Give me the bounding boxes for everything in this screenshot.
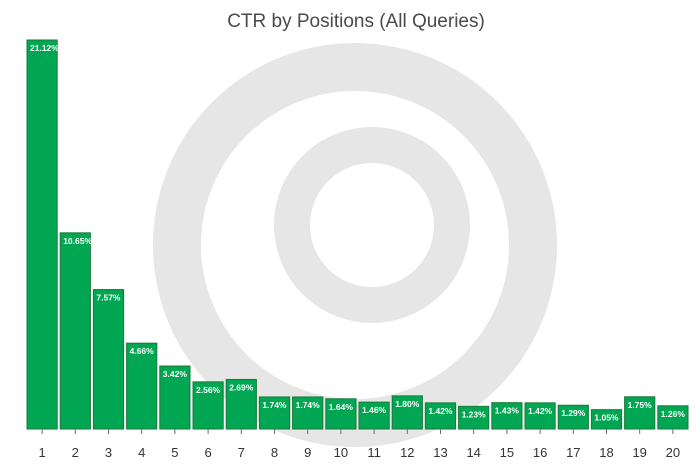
bar-data-labels: 21.12% 10.65% 7.57% 4.66% 3.42% 2.56% 2.69% 1.7… xyxy=(30,43,685,423)
x-tick-label-19: 19 xyxy=(632,445,646,460)
bar-5 xyxy=(159,365,191,430)
x-tick-label-8: 8 xyxy=(271,445,278,460)
x-tick-label-5: 5 xyxy=(171,445,178,460)
bar-label-6: 2.56% xyxy=(196,385,221,395)
watermark-outer-ring xyxy=(153,43,557,447)
bar-label-9: 1.74% xyxy=(296,400,321,410)
x-tick-label-14: 14 xyxy=(466,445,480,460)
bar-label-1: 21.12% xyxy=(30,43,59,53)
watermark-logo xyxy=(153,43,557,447)
bar-label-5: 3.42% xyxy=(163,369,188,379)
bar-label-20: 1.26% xyxy=(661,409,686,419)
bar-label-16: 1.42% xyxy=(528,406,553,416)
bar-13 xyxy=(424,402,457,430)
bar-series xyxy=(26,39,689,430)
bar-label-19: 1.75% xyxy=(628,400,653,410)
bar-19 xyxy=(624,396,656,430)
bar-3 xyxy=(92,289,125,430)
x-tick-label-10: 10 xyxy=(334,445,348,460)
bar-label-17: 1.29% xyxy=(561,408,586,418)
x-tick-label-2: 2 xyxy=(72,445,79,460)
x-tick-label-6: 6 xyxy=(204,445,211,460)
x-tick-label-18: 18 xyxy=(599,445,613,460)
x-axis-ticks xyxy=(41,429,674,434)
x-tick-label-13: 13 xyxy=(433,445,447,460)
bar-2 xyxy=(59,232,91,430)
x-tick-label-9: 9 xyxy=(304,445,311,460)
bar-label-12: 1.80% xyxy=(395,399,420,409)
bar-label-11: 1.46% xyxy=(362,405,387,415)
bar-16 xyxy=(524,402,556,430)
x-tick-label-20: 20 xyxy=(666,445,680,460)
x-tick-label-17: 17 xyxy=(566,445,580,460)
bar-1 xyxy=(26,39,58,430)
bar-label-10: 1.64% xyxy=(329,402,354,412)
x-tick-label-3: 3 xyxy=(105,445,112,460)
bar-label-7: 2.69% xyxy=(229,382,254,392)
bar-label-3: 7.57% xyxy=(96,293,121,303)
bar-9 xyxy=(292,396,324,430)
bar-4 xyxy=(126,342,158,430)
watermark-inner-ring xyxy=(274,127,470,323)
bar-11 xyxy=(358,401,390,430)
x-tick-label-11: 11 xyxy=(367,445,381,460)
bar-7 xyxy=(225,378,257,430)
bar-label-18: 1.05% xyxy=(594,413,619,423)
x-axis-labels: 1 2 3 4 5 6 7 8 9 10 11 12 13 14 15 16 17 18 19 20 xyxy=(38,445,680,460)
chart-title: CTR by Positions (All Queries) xyxy=(227,11,485,32)
x-tick-label-12: 12 xyxy=(400,445,414,460)
bar-label-14: 1.23% xyxy=(462,409,487,419)
x-tick-label-7: 7 xyxy=(238,445,245,460)
bar-label-13: 1.42% xyxy=(428,406,453,416)
x-tick-label-4: 4 xyxy=(138,445,145,460)
x-tick-label-1: 1 xyxy=(38,445,45,460)
x-tick-label-15: 15 xyxy=(500,445,514,460)
bar-label-2: 10.65% xyxy=(63,236,92,246)
x-tick-label-16: 16 xyxy=(533,445,547,460)
bar-label-8: 1.74% xyxy=(262,400,287,410)
bar-label-4: 4.66% xyxy=(130,346,155,356)
bar-label-15: 1.43% xyxy=(495,406,520,416)
